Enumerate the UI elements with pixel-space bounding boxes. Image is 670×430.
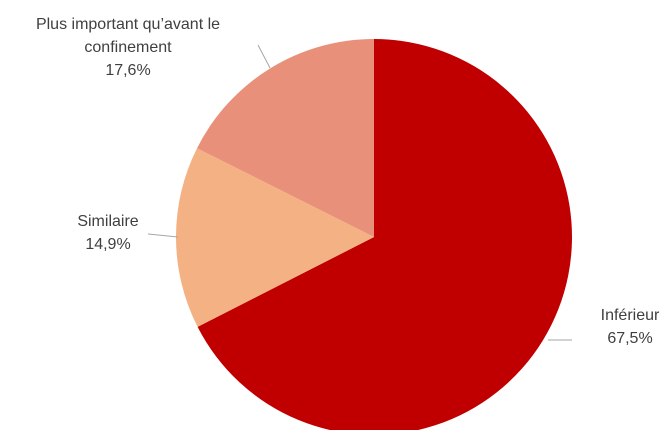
slice-label-0: Inférieur 67,5%	[601, 307, 660, 347]
pie-slice-2	[197, 39, 374, 237]
pie-slice-1	[176, 148, 374, 327]
leader-line-1	[147, 233, 179, 238]
slice-label-1: Similaire 14,9%	[77, 213, 138, 253]
slice-category-label-2: confinement	[84, 39, 172, 56]
leader-line-2	[257, 44, 271, 69]
slice-value-label-2: 17,6%	[105, 62, 150, 79]
slice-label-2: Plus important qu’avant le confinement 17,…	[36, 16, 220, 79]
pie-slices	[176, 39, 572, 430]
slice-category-label-1: Similaire	[77, 213, 138, 230]
pie-slice-0	[197, 39, 572, 430]
slice-category-label-0: Inférieur	[601, 307, 660, 324]
slice-value-label-1: 14,9%	[85, 236, 130, 253]
slice-category-label-2: Plus important qu’avant le	[36, 16, 220, 33]
slice-value-label-0: 67,5%	[607, 330, 652, 347]
pie-labels: Inférieur 67,5% Similaire 14,9% Plus importa…	[36, 16, 660, 347]
